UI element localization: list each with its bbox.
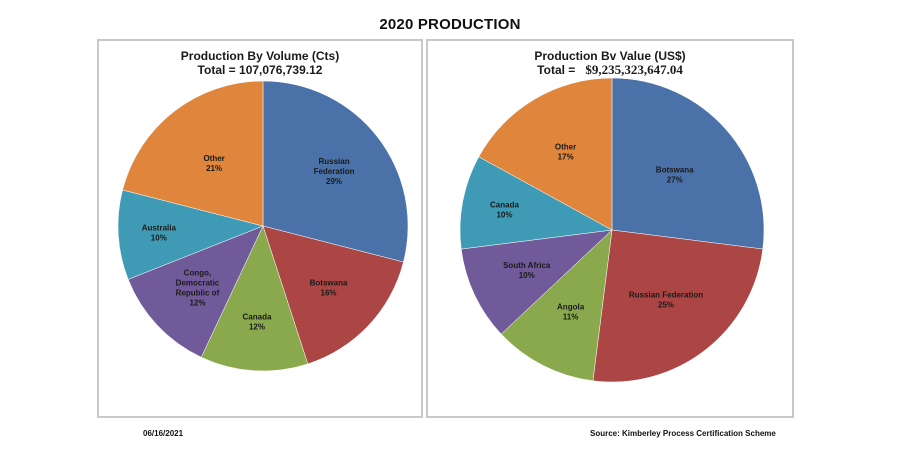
pie-slice-botswana [262, 225, 404, 365]
chart-title-value: Production Bv Value (US$) Total = $9,235… [428, 49, 792, 77]
slice-name: Russian [318, 157, 349, 166]
slice-percent: 10% [496, 210, 512, 219]
chart-title-text: Production By Volume (Cts) [180, 49, 340, 63]
slice-percent: 29% [326, 177, 342, 186]
chart-total-label: Total = [197, 63, 236, 77]
report-date: 06/16/2021 [143, 429, 184, 438]
chart-total: Total = 107,076,739.12 [99, 63, 421, 77]
slice-name: Congo, [184, 269, 212, 278]
slice-percent: 12% [189, 299, 205, 308]
slice-name: Botswana [656, 166, 694, 175]
slice-name: Federation [314, 167, 355, 176]
pie-slice-angola [500, 229, 613, 382]
slice-percent: 12% [249, 323, 265, 332]
chart-total-value: $9,235,323,647.04 [585, 62, 683, 77]
pie-slice-other [122, 80, 264, 227]
slice-name: South Africa [503, 261, 551, 270]
slice-name: Canada [243, 313, 272, 322]
slice-name: Democratic [176, 279, 220, 288]
slice-name: Other [555, 143, 576, 152]
pie-slice-russian-federation [592, 229, 764, 383]
chart-total: Total = $9,235,323,647.04 [428, 62, 792, 78]
pie-slice-other [478, 77, 613, 231]
chart-frame-volume: Production By Volume (Cts) Total = 107,0… [97, 39, 423, 418]
slice-percent: 16% [321, 289, 337, 298]
pie-slice-botswana [611, 77, 765, 250]
slice-name: Angola [557, 302, 585, 311]
slice-name: Other [203, 154, 224, 163]
slice-percent: 25% [658, 301, 674, 310]
pie-slice-russian-federation [262, 80, 409, 263]
slice-name: Canada [490, 200, 519, 209]
pie-slice-australia [117, 189, 264, 280]
pie-slice-canada [200, 225, 309, 372]
chart-total-label: Total = [537, 63, 576, 77]
chart-title-text: Production Bv Value (US$) [534, 49, 686, 63]
slice-percent: 10% [519, 271, 535, 280]
source-note: Source: Kimberley Process Certification … [590, 429, 776, 438]
chart-total-value: 107,076,739.12 [239, 63, 323, 77]
slice-percent: 17% [558, 153, 574, 162]
pie-slice-south-africa [460, 229, 613, 335]
slice-name: Botswana [310, 279, 348, 288]
pie-slice-congo-democratic-republic-of [127, 225, 264, 358]
slice-percent: 10% [151, 234, 167, 243]
slice-name: Australia [142, 224, 177, 233]
slice-percent: 11% [563, 312, 579, 321]
slice-name: Republic of [176, 289, 220, 298]
pie-chart-volume: RussianFederation29%Botswana16%Canada12%… [117, 80, 409, 372]
pie-slice-canada [459, 156, 613, 250]
page-title: 2020 PRODUCTION [379, 16, 521, 33]
chart-frame-value: Production Bv Value (US$) Total = $9,235… [426, 39, 794, 418]
slice-percent: 27% [667, 176, 683, 185]
slice-percent: 21% [206, 164, 222, 173]
slice-name: Russian Federation [629, 291, 703, 300]
chart-title-volume: Production By Volume (Cts) Total = 107,0… [99, 49, 421, 77]
